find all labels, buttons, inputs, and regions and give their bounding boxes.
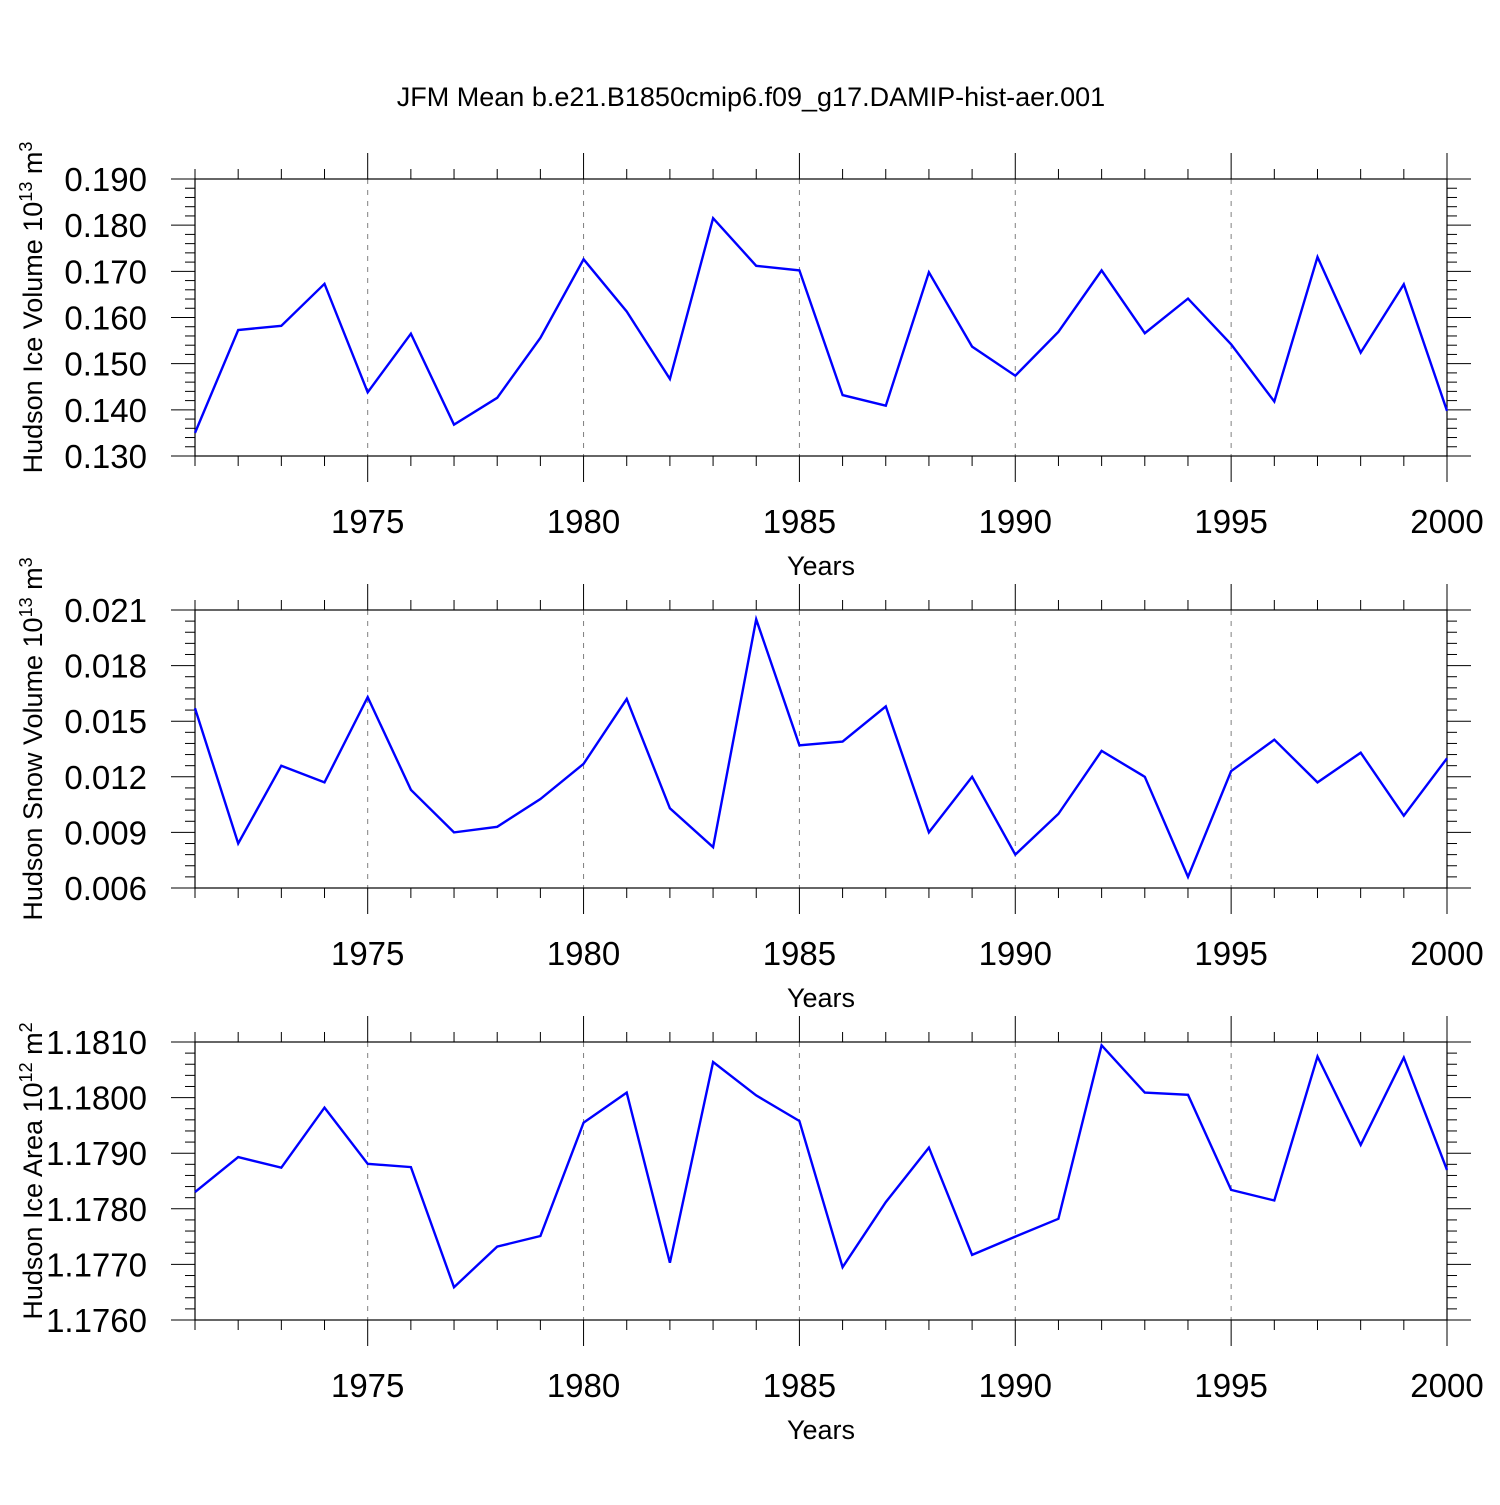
y-tick-label: 0.009 xyxy=(64,814,147,851)
x-tick-label: 2000 xyxy=(1410,503,1483,540)
panel-1: 0.130 0.140 0.150 0.160 0.170 0.180 0.190 1975 1… xyxy=(16,142,1484,581)
plot-frame xyxy=(195,179,1447,456)
y-axis-title: Hudson Ice Area 1012 m2 xyxy=(16,1022,48,1319)
y-axis-title-ylabel-text: Hudson Ice Volume 10 xyxy=(18,202,48,474)
x-tick-label: 1995 xyxy=(1194,935,1267,972)
series-line-1 xyxy=(195,1045,1447,1287)
panel-3: 1.1760 1.1770 1.1780 1.1790 1.1800 1.1810 1975… xyxy=(16,1016,1484,1445)
y-tick-label: 0.140 xyxy=(64,392,147,429)
x-tick-label: 1980 xyxy=(547,1367,620,1404)
x-axis-title: Years xyxy=(787,1415,855,1445)
x-tick-label: 1985 xyxy=(763,1367,836,1404)
plot-frame xyxy=(195,1042,1447,1320)
y-tick-label: 0.160 xyxy=(64,300,147,337)
y-axis-title-ylabel-exp: 13 xyxy=(16,182,36,202)
y-tick-label: 0.130 xyxy=(64,438,147,475)
y-tick-label: 0.012 xyxy=(64,759,147,796)
y-tick-label: 1.1760 xyxy=(46,1302,147,1339)
y-axis-title-ylabel-unit: m xyxy=(18,152,48,182)
figure-title: JFM Mean b.e21.B1850cmip6.f09_g17.DAMIP-… xyxy=(397,82,1105,112)
x-axis-title: Years xyxy=(787,551,855,581)
y-axis-title: Hudson Ice Volume 1013 m3 xyxy=(16,142,48,474)
y-tick-label: 0.150 xyxy=(64,346,147,383)
x-tick-label: 1990 xyxy=(979,1367,1052,1404)
x-tick-label: 1985 xyxy=(763,503,836,540)
y-tick-label: 1.1810 xyxy=(46,1024,147,1061)
y-axis-title-ylabel-exp: 13 xyxy=(16,597,36,617)
y-axis-title-ylabel-unit: m xyxy=(18,567,48,597)
y-axis-title: Hudson Snow Volume 1013 m3 xyxy=(16,557,48,920)
y-tick-label: 1.1790 xyxy=(46,1135,147,1172)
y-axis-title-ylabel-text: Hudson Ice Area 10 xyxy=(18,1082,48,1319)
x-tick-label: 1975 xyxy=(331,503,404,540)
y-tick-label: 1.1770 xyxy=(46,1246,147,1283)
y-axis-title-ylabel-unit-exp: 3 xyxy=(16,557,36,567)
x-tick-label: 2000 xyxy=(1410,1367,1483,1404)
y-tick-label: 0.006 xyxy=(64,870,147,907)
series-line-1 xyxy=(195,218,1447,433)
y-axis-title-ylabel-unit-exp: 3 xyxy=(16,142,36,152)
y-tick-label: 0.015 xyxy=(64,703,147,740)
x-tick-label: 1980 xyxy=(547,935,620,972)
panel-2: 0.006 0.009 0.012 0.015 0.018 0.021 1975 1980 19… xyxy=(16,557,1484,1013)
x-tick-label: 1980 xyxy=(547,503,620,540)
series-line-1 xyxy=(195,619,1447,877)
y-tick-label: 0.170 xyxy=(64,253,147,290)
y-axis-title-ylabel-unit-exp: 2 xyxy=(16,1022,36,1032)
y-tick-label: 0.021 xyxy=(64,592,147,629)
x-tick-label: 1985 xyxy=(763,935,836,972)
plot-frame xyxy=(195,610,1447,888)
y-axis-title-ylabel-text: Hudson Snow Volume 10 xyxy=(18,617,48,920)
x-tick-label: 1975 xyxy=(331,1367,404,1404)
y-tick-label: 1.1800 xyxy=(46,1080,147,1117)
y-axis-title-ylabel-unit: m xyxy=(18,1032,48,1062)
x-tick-label: 1990 xyxy=(979,935,1052,972)
y-axis-title-ylabel-exp: 12 xyxy=(16,1062,36,1082)
y-tick-label: 0.190 xyxy=(64,161,147,198)
x-axis-title: Years xyxy=(787,983,855,1013)
x-tick-label: 1990 xyxy=(979,503,1052,540)
x-tick-label: 1995 xyxy=(1194,503,1267,540)
y-tick-label: 0.018 xyxy=(64,648,147,685)
x-tick-label: 1975 xyxy=(331,935,404,972)
x-tick-label: 1995 xyxy=(1194,1367,1267,1404)
x-tick-label: 2000 xyxy=(1410,935,1483,972)
y-tick-label: 1.1780 xyxy=(46,1191,147,1228)
y-tick-label: 0.180 xyxy=(64,207,147,244)
